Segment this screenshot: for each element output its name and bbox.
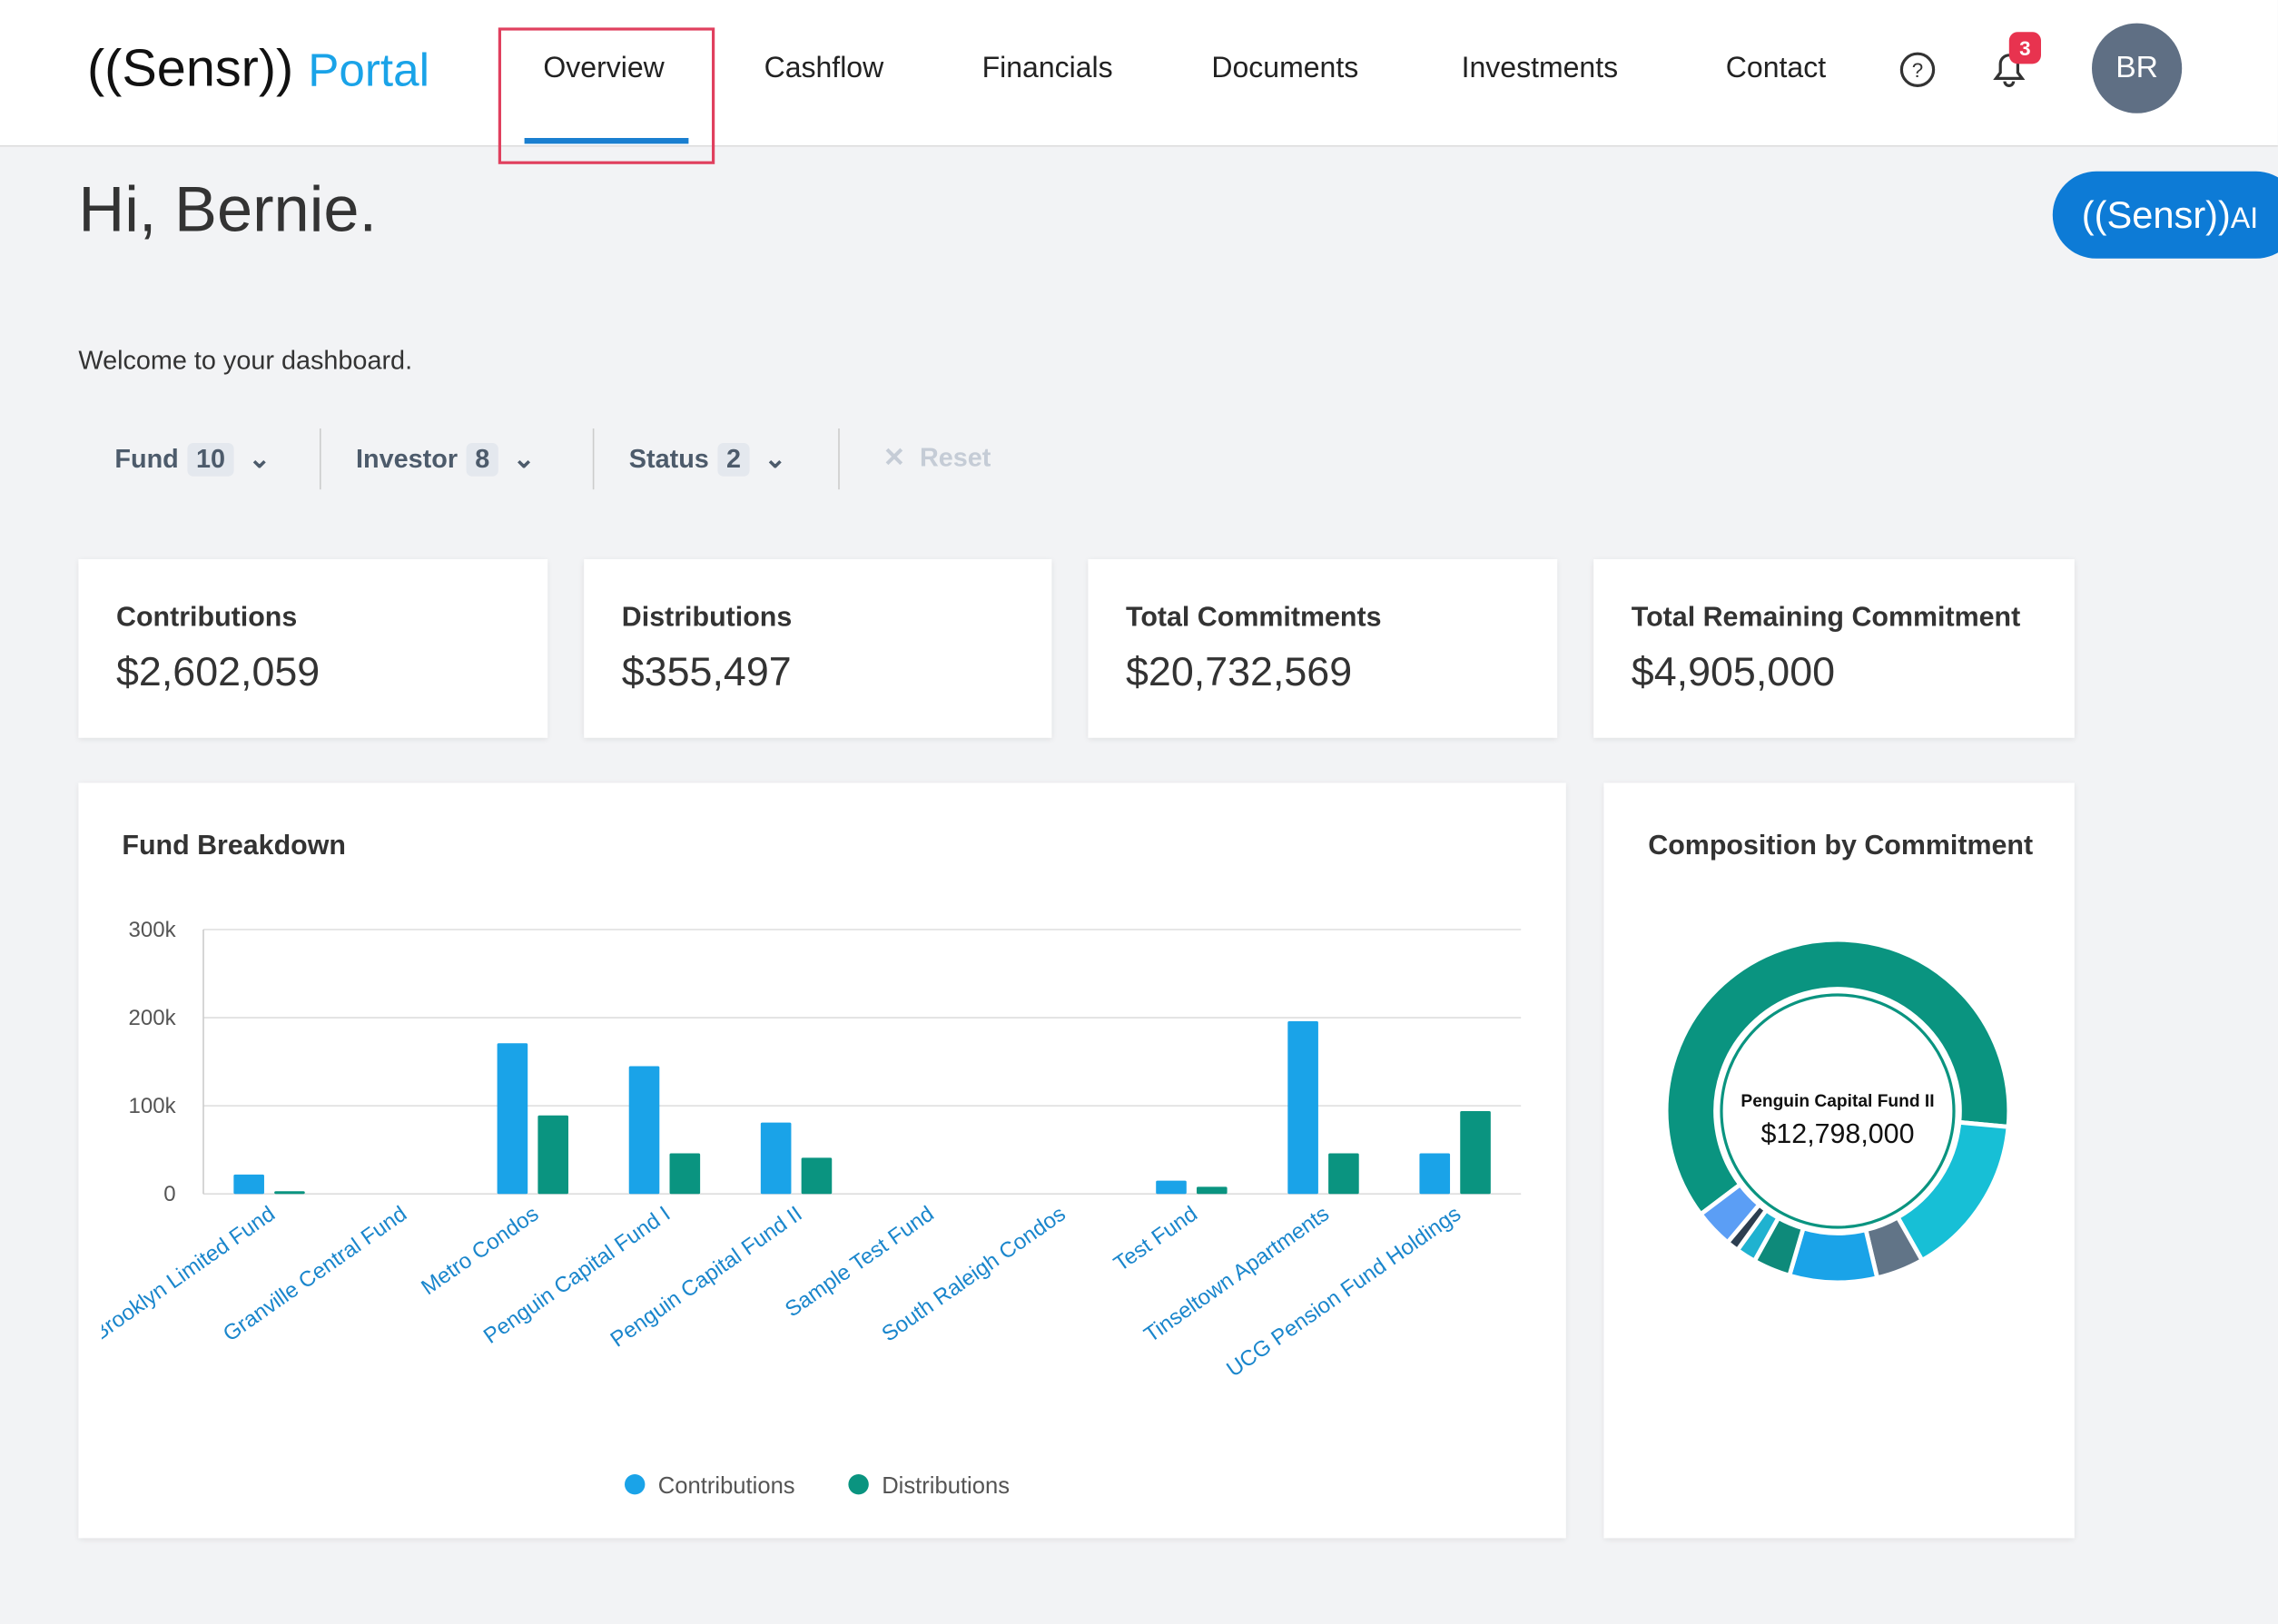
bar: [801, 1157, 833, 1195]
filter[interactable]: Status 2 ⌄: [629, 443, 786, 477]
filter-count: 10: [187, 443, 234, 477]
ai-logo: ((Sensr)): [2081, 192, 2231, 237]
avatar[interactable]: BR: [2092, 23, 2183, 113]
nav-item[interactable]: Documents: [1211, 52, 1359, 84]
bar: [1419, 1153, 1451, 1195]
nav-item[interactable]: Cashflow: [764, 52, 884, 84]
legend-marker: [625, 1474, 646, 1495]
logo[interactable]: ((Sensr)) Portal: [87, 38, 429, 99]
welcome-text: Welcome to your dashboard.: [78, 345, 413, 375]
notification-badge: 3: [2008, 32, 2041, 64]
kpi-card: Contributions $2,602,059: [78, 559, 548, 738]
kpi-value: $355,497: [621, 649, 792, 694]
x-tick-label: UCG Pension Fund Holdings: [1222, 1202, 1465, 1383]
highlight-box: [498, 27, 715, 164]
bar: [760, 1122, 792, 1195]
bar: [1460, 1110, 1491, 1195]
legend-label: Contributions: [658, 1473, 795, 1499]
chart-title: Composition by Commitment: [1648, 830, 2033, 861]
divider: [838, 428, 840, 490]
legend-marker: [848, 1474, 869, 1495]
bar: [1197, 1186, 1228, 1195]
svg-text:?: ?: [1912, 59, 1923, 82]
divider: [320, 428, 321, 490]
nav-item[interactable]: Financials: [981, 52, 1113, 84]
kpi-label: Total Remaining Commitment: [1631, 603, 2021, 634]
kpi-value: $20,732,569: [1126, 649, 1353, 694]
bar: [1287, 1020, 1318, 1195]
filter-label: Investor: [356, 444, 459, 474]
filter-count: 2: [717, 443, 750, 477]
ai-button[interactable]: ((Sensr))AI: [2052, 171, 2278, 259]
active-underline: [524, 138, 689, 144]
highlight-ring: [1720, 993, 1956, 1229]
divider: [592, 428, 595, 490]
nav-item[interactable]: Contact: [1725, 52, 1827, 84]
logo-suffix: Portal: [308, 44, 429, 96]
y-tick-label: 200k: [129, 1006, 177, 1030]
center-value: $12,798,000: [1760, 1118, 1914, 1149]
kpi-card: Total Commitments $20,732,569: [1088, 559, 1558, 738]
bar: [628, 1066, 660, 1195]
kpi-card: Distributions $355,497: [584, 559, 1052, 738]
kpi-card: Total Remaining Commitment $4,905,000: [1593, 559, 2075, 738]
help-icon[interactable]: ?: [1898, 49, 1938, 90]
y-tick-label: 0: [163, 1182, 175, 1206]
greeting: Hi, Bernie.: [78, 174, 378, 246]
bar: [233, 1174, 264, 1195]
chart-title: Fund Breakdown: [122, 830, 346, 861]
filter-label: Fund: [114, 444, 179, 474]
bar: [274, 1191, 305, 1195]
kpi-value: $4,905,000: [1631, 649, 1836, 694]
x-tick-label: Metro Condos: [417, 1202, 543, 1301]
legend-label: Distributions: [882, 1473, 1010, 1499]
x-tick-label: Test Fund: [1109, 1202, 1202, 1277]
filter-label: Status: [628, 444, 709, 474]
bar: [1328, 1153, 1359, 1195]
top-bar: ((Sensr)) Portal Overview Cashflow Finan…: [0, 0, 2278, 164]
kpi-label: Distributions: [621, 603, 793, 634]
kpi-label: Contributions: [116, 603, 298, 634]
y-tick-label: 300k: [129, 918, 177, 942]
bar: [537, 1115, 568, 1195]
y-tick-label: 100k: [129, 1094, 177, 1118]
nav-item[interactable]: Overview: [543, 52, 665, 84]
bar: [669, 1153, 701, 1195]
ai-label: AI: [2230, 203, 2259, 236]
center-label: Penguin Capital Fund II: [1741, 1092, 1934, 1111]
donut-segment: [1663, 937, 2012, 1217]
filter[interactable]: Fund 10 ⌄: [114, 443, 271, 477]
kpi-value: $2,602,059: [116, 649, 320, 694]
filter-count: 8: [466, 443, 498, 477]
reset-label: Reset: [919, 443, 991, 472]
nav-item[interactable]: Investments: [1461, 52, 1619, 84]
bar: [1156, 1180, 1187, 1195]
donut-segment: [1697, 1181, 1763, 1246]
filter[interactable]: Investor 8 ⌄: [356, 443, 535, 477]
bar: [497, 1043, 528, 1195]
logo-mark: ((Sensr)): [87, 37, 294, 98]
reset-button[interactable]: ✕ Reset: [883, 443, 991, 472]
kpi-label: Total Commitments: [1126, 603, 1382, 634]
